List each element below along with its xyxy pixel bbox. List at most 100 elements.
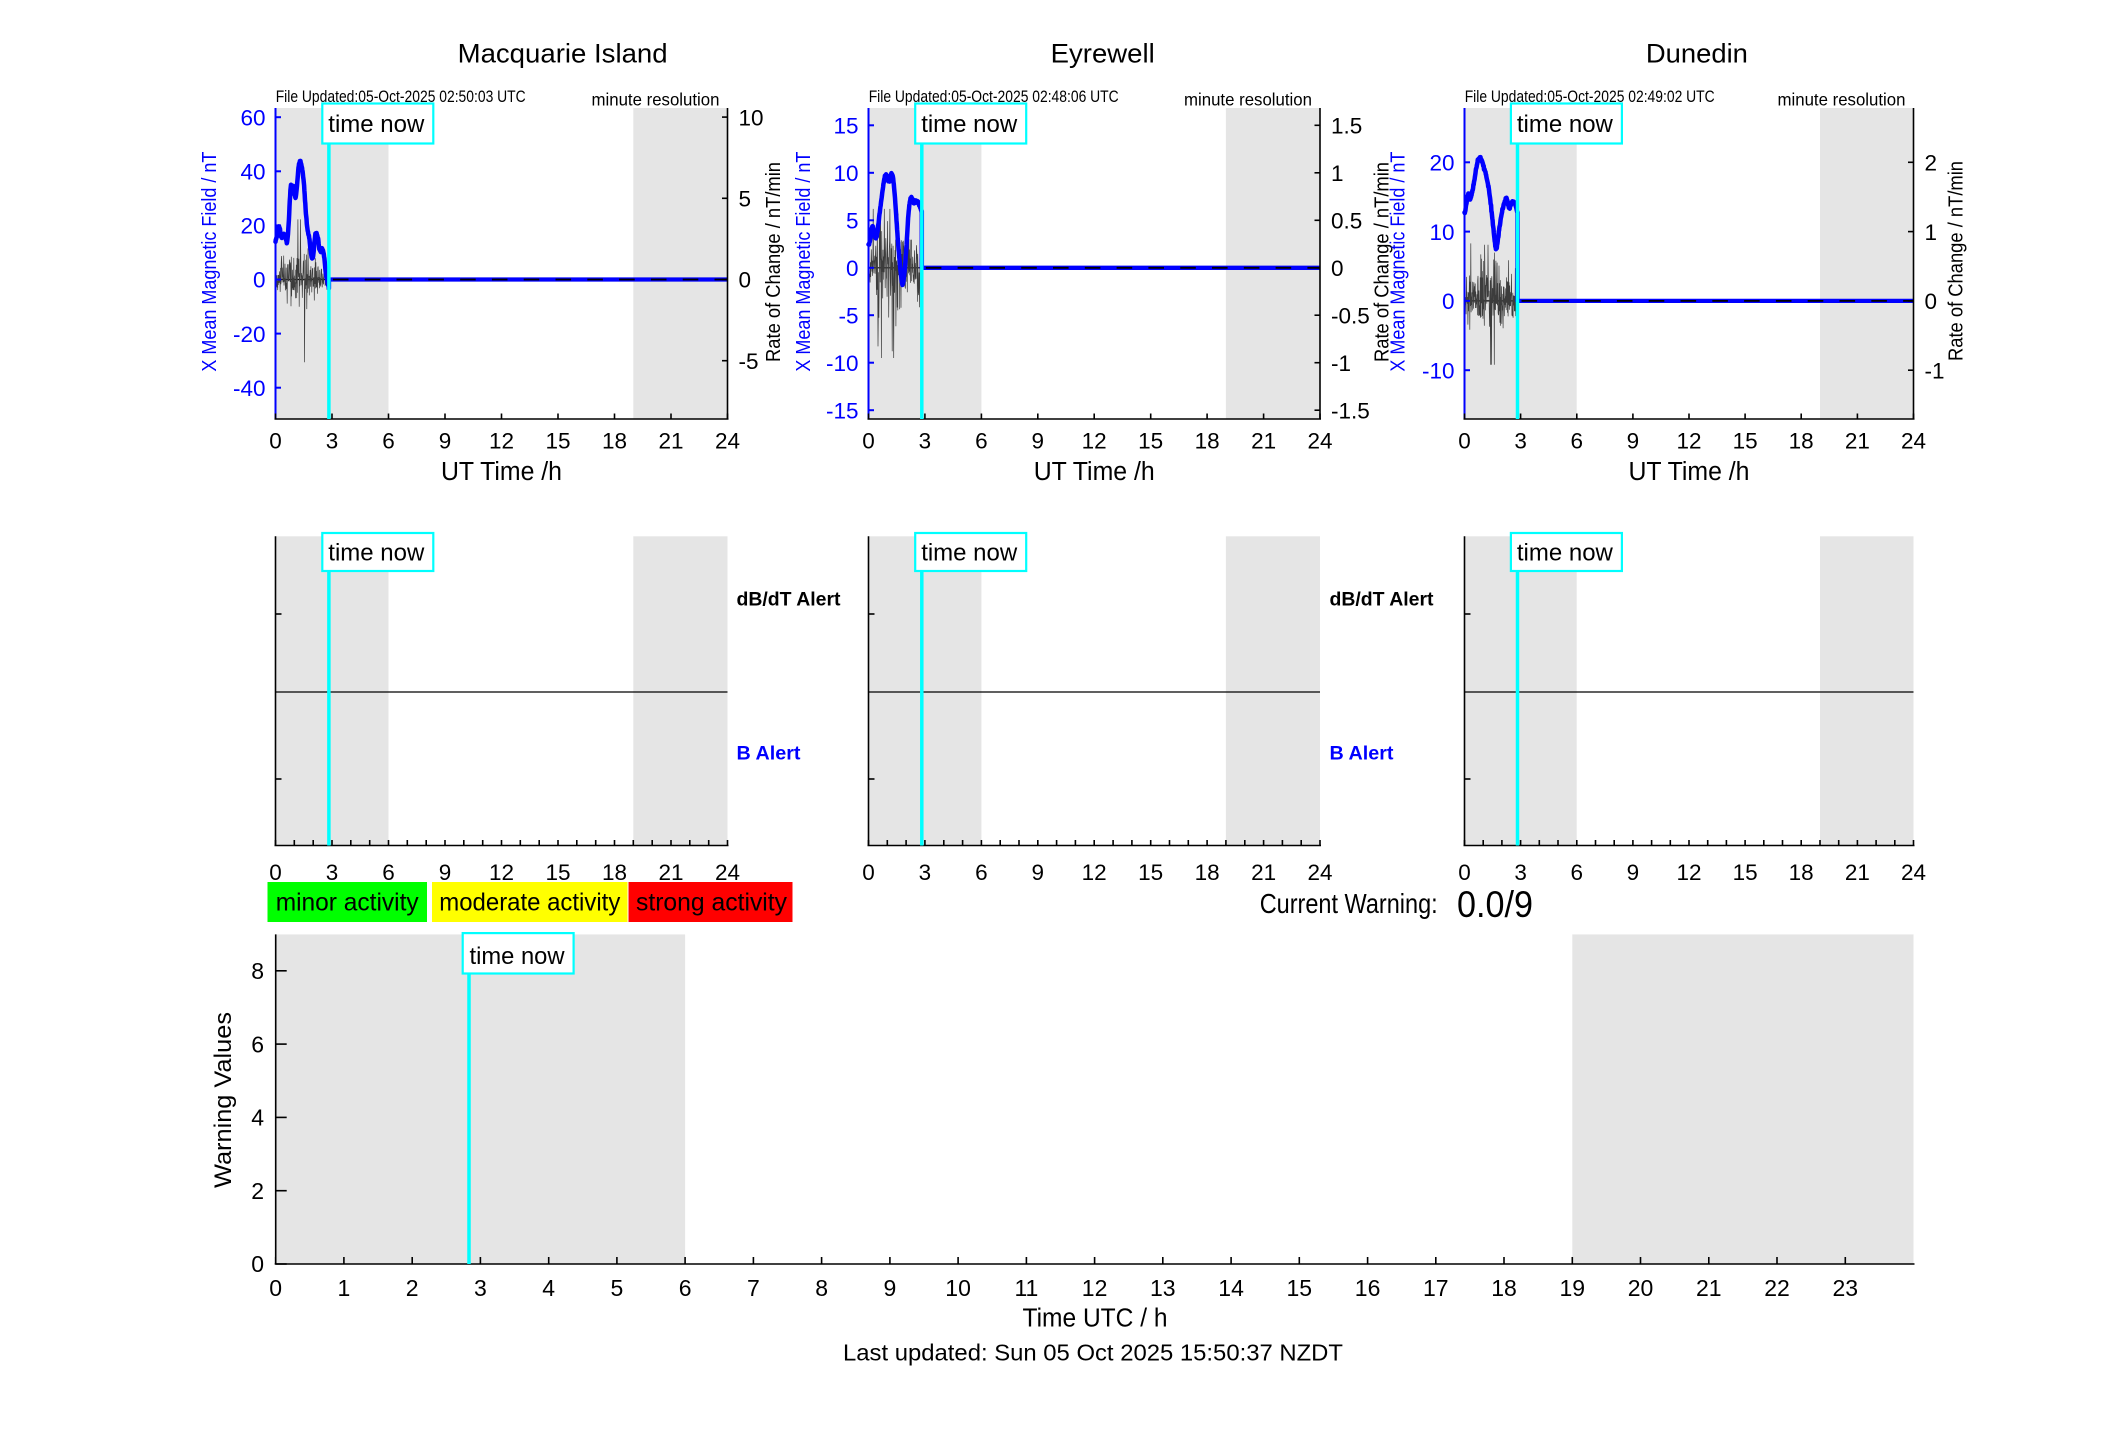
svg-text:18: 18 bbox=[1789, 429, 1814, 454]
svg-text:minute resolution: minute resolution bbox=[1778, 90, 1906, 110]
svg-text:6: 6 bbox=[975, 860, 988, 885]
svg-text:-5: -5 bbox=[739, 349, 759, 374]
svg-text:0: 0 bbox=[253, 268, 266, 293]
svg-text:strong activity: strong activity bbox=[636, 889, 787, 917]
svg-text:15: 15 bbox=[1138, 860, 1163, 885]
svg-text:12: 12 bbox=[1082, 429, 1107, 454]
svg-text:0: 0 bbox=[739, 268, 752, 293]
svg-text:minute resolution: minute resolution bbox=[1184, 90, 1312, 110]
svg-text:18: 18 bbox=[1195, 429, 1220, 454]
svg-text:1: 1 bbox=[338, 1275, 351, 1301]
svg-text:-5: -5 bbox=[838, 303, 858, 328]
svg-text:Warning Values: Warning Values bbox=[210, 1012, 237, 1188]
svg-text:Macquarie Island: Macquarie Island bbox=[458, 39, 668, 69]
svg-text:18: 18 bbox=[1491, 1275, 1517, 1301]
svg-text:-15: -15 bbox=[826, 398, 859, 423]
svg-text:-0.5: -0.5 bbox=[1331, 303, 1370, 328]
svg-text:1: 1 bbox=[1925, 220, 1938, 245]
svg-text:time now: time now bbox=[921, 111, 1018, 138]
svg-text:0.0/9: 0.0/9 bbox=[1457, 884, 1533, 925]
svg-text:21: 21 bbox=[1845, 860, 1870, 885]
svg-text:24: 24 bbox=[1901, 860, 1926, 885]
svg-text:-1.5: -1.5 bbox=[1331, 398, 1370, 423]
svg-text:12: 12 bbox=[1082, 1275, 1108, 1301]
svg-text:dB/dT Alert: dB/dT Alert bbox=[737, 590, 842, 611]
svg-text:9: 9 bbox=[439, 429, 452, 454]
svg-text:UT Time /h: UT Time /h bbox=[1034, 458, 1155, 486]
svg-text:24: 24 bbox=[715, 860, 740, 885]
svg-text:Eyrewell: Eyrewell bbox=[1051, 39, 1155, 69]
svg-text:time now: time now bbox=[1517, 111, 1614, 138]
svg-text:15: 15 bbox=[545, 429, 570, 454]
svg-text:24: 24 bbox=[1307, 860, 1332, 885]
svg-text:5: 5 bbox=[846, 209, 859, 234]
svg-text:10: 10 bbox=[945, 1275, 971, 1301]
svg-text:X Mean Magnetic Field / nT: X Mean Magnetic Field / nT bbox=[793, 152, 815, 372]
svg-text:14: 14 bbox=[1218, 1275, 1244, 1301]
svg-text:12: 12 bbox=[1676, 429, 1701, 454]
svg-text:15: 15 bbox=[545, 860, 570, 885]
svg-text:dB/dT Alert: dB/dT Alert bbox=[1330, 590, 1435, 611]
svg-text:0: 0 bbox=[1925, 289, 1938, 314]
svg-text:time now: time now bbox=[470, 943, 566, 970]
svg-text:X Mean Magnetic Field / nT: X Mean Magnetic Field / nT bbox=[1388, 152, 1410, 372]
svg-text:23: 23 bbox=[1833, 1275, 1859, 1301]
svg-text:B Alert: B Alert bbox=[1330, 743, 1395, 764]
svg-text:9: 9 bbox=[439, 860, 452, 885]
svg-text:15: 15 bbox=[833, 114, 858, 139]
svg-text:time now: time now bbox=[921, 540, 1018, 567]
svg-text:18: 18 bbox=[1195, 860, 1220, 885]
svg-text:-1: -1 bbox=[1331, 351, 1351, 376]
svg-text:3: 3 bbox=[919, 429, 932, 454]
svg-text:B Alert: B Alert bbox=[737, 743, 802, 764]
svg-text:1: 1 bbox=[1331, 161, 1344, 186]
svg-text:1.5: 1.5 bbox=[1331, 114, 1362, 139]
svg-text:15: 15 bbox=[1733, 860, 1758, 885]
svg-text:10: 10 bbox=[1429, 220, 1454, 245]
svg-text:24: 24 bbox=[715, 429, 740, 454]
svg-text:-10: -10 bbox=[1422, 358, 1455, 383]
svg-text:24: 24 bbox=[1307, 429, 1332, 454]
svg-text:6: 6 bbox=[382, 429, 395, 454]
svg-text:3: 3 bbox=[326, 860, 339, 885]
svg-text:4: 4 bbox=[251, 1105, 264, 1131]
svg-text:0: 0 bbox=[1458, 860, 1471, 885]
svg-text:12: 12 bbox=[1082, 860, 1107, 885]
svg-text:9: 9 bbox=[1032, 860, 1045, 885]
svg-text:6: 6 bbox=[679, 1275, 692, 1301]
svg-text:18: 18 bbox=[602, 860, 627, 885]
svg-text:0: 0 bbox=[269, 429, 282, 454]
svg-text:2: 2 bbox=[251, 1178, 264, 1204]
svg-text:0: 0 bbox=[862, 429, 875, 454]
svg-text:6: 6 bbox=[1571, 429, 1584, 454]
svg-text:Rate of Change / nT/min: Rate of Change / nT/min bbox=[1946, 161, 1968, 361]
svg-text:5: 5 bbox=[611, 1275, 624, 1301]
svg-text:12: 12 bbox=[489, 860, 514, 885]
svg-text:3: 3 bbox=[919, 860, 932, 885]
svg-text:6: 6 bbox=[382, 860, 395, 885]
svg-text:21: 21 bbox=[1251, 860, 1276, 885]
svg-text:20: 20 bbox=[240, 214, 265, 239]
svg-text:X Mean Magnetic Field / nT: X Mean Magnetic Field / nT bbox=[199, 152, 221, 372]
svg-text:-1: -1 bbox=[1925, 358, 1945, 383]
svg-text:2: 2 bbox=[406, 1275, 419, 1301]
svg-text:-40: -40 bbox=[233, 376, 266, 401]
svg-text:moderate activity: moderate activity bbox=[439, 889, 620, 917]
svg-text:21: 21 bbox=[1696, 1275, 1722, 1301]
svg-text:10: 10 bbox=[833, 161, 858, 186]
svg-text:2: 2 bbox=[1925, 151, 1938, 176]
svg-text:15: 15 bbox=[1287, 1275, 1313, 1301]
svg-text:11: 11 bbox=[1014, 1275, 1038, 1301]
svg-text:0: 0 bbox=[862, 860, 875, 885]
svg-text:0: 0 bbox=[251, 1251, 264, 1277]
svg-text:16: 16 bbox=[1355, 1275, 1381, 1301]
svg-text:19: 19 bbox=[1560, 1275, 1586, 1301]
svg-text:3: 3 bbox=[474, 1275, 487, 1301]
svg-text:0.5: 0.5 bbox=[1331, 209, 1362, 234]
svg-text:60: 60 bbox=[240, 105, 265, 130]
svg-text:0: 0 bbox=[269, 1275, 282, 1301]
svg-text:7: 7 bbox=[747, 1275, 760, 1301]
svg-text:13: 13 bbox=[1150, 1275, 1176, 1301]
svg-text:minor activity: minor activity bbox=[276, 889, 419, 917]
svg-text:Last updated: Sun 05 Oct 2025: Last updated: Sun 05 Oct 2025 15:50:37 N… bbox=[843, 1340, 1343, 1366]
